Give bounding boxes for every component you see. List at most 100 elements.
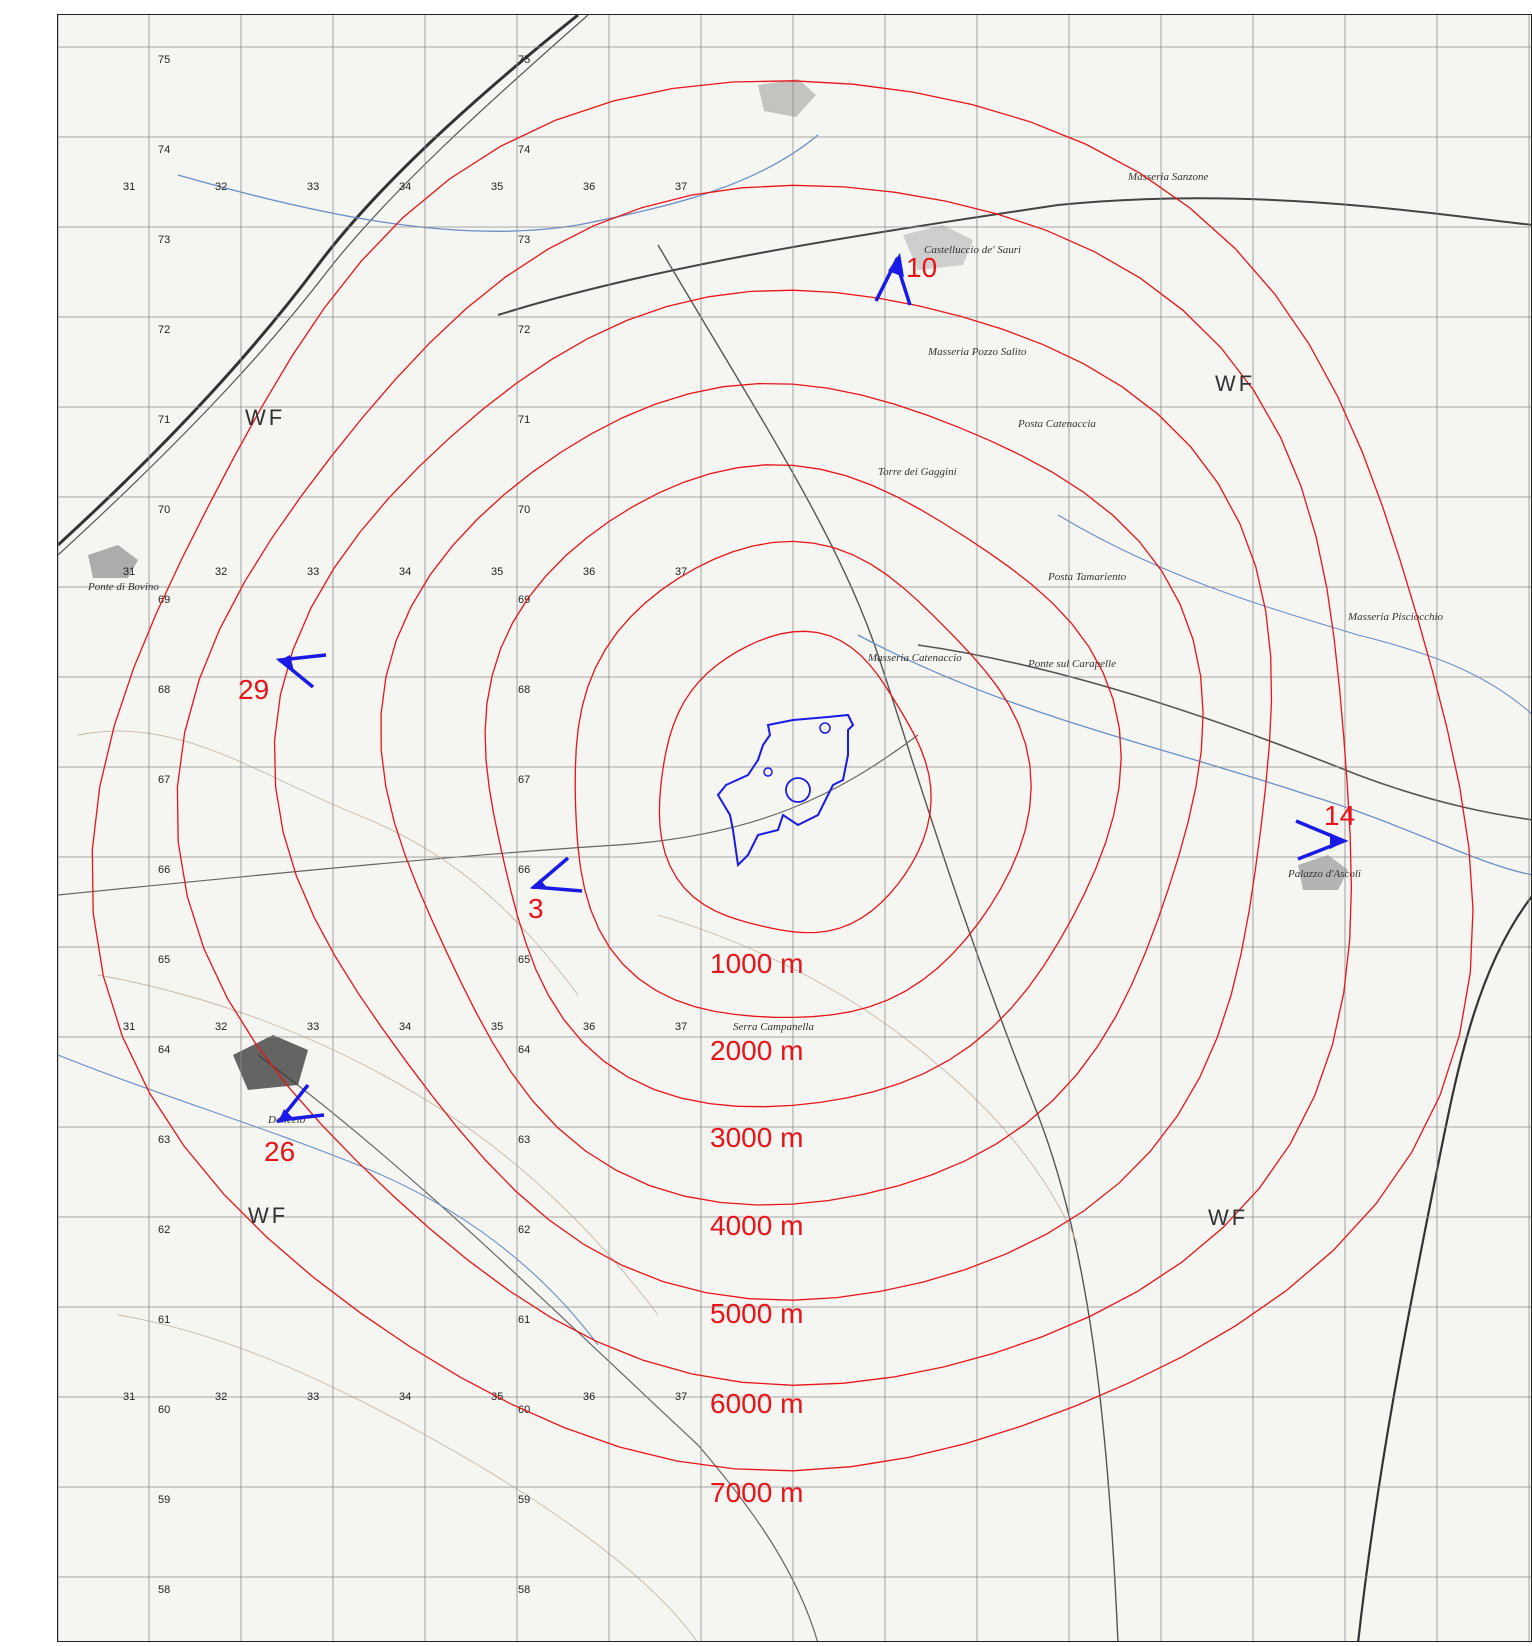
grid-northing-label: 68 xyxy=(518,684,530,696)
distance-ring-label: 1000 m xyxy=(710,948,803,979)
distance-ring xyxy=(91,80,1474,1472)
grid-easting-label: 35 xyxy=(491,566,503,578)
grid-easting-label: 36 xyxy=(583,1021,595,1033)
project-site-outline[interactable] xyxy=(716,713,855,868)
grid-easting-label: 32 xyxy=(215,181,227,193)
grid-northing-label: 71 xyxy=(158,414,170,426)
grid-northing-label: 67 xyxy=(158,774,170,786)
topographic-map[interactable]: 31 32 33 34 35 36 37 31 32 33 34 35 36 37 31 32 33 34 35 36… xyxy=(57,14,1532,1642)
grid-easting-label: 34 xyxy=(399,1021,411,1033)
place-name: Ponte sul Carapelle xyxy=(1027,658,1116,670)
grid-northing-label: 60 xyxy=(158,1404,170,1416)
wf-label: WF xyxy=(1208,1205,1248,1230)
grid-easting-label: 37 xyxy=(675,1391,687,1403)
grid-northing-label: 72 xyxy=(158,324,170,336)
place-name: Castelluccio de' Sauri xyxy=(924,244,1021,256)
grid-northing-label: 71 xyxy=(518,414,530,426)
distance-ring xyxy=(484,464,1122,1108)
viewpoint-arrow-icon xyxy=(874,253,912,306)
grid-easting-label: 36 xyxy=(583,181,595,193)
grid-northing-label: 70 xyxy=(518,504,530,516)
viewpoint-number: 10 xyxy=(906,252,937,283)
grid-northing-label: 68 xyxy=(158,684,170,696)
grid-northing-label: 74 xyxy=(158,144,170,156)
railway-line xyxy=(58,15,579,547)
grid-easting-label: 31 xyxy=(123,1021,135,1033)
distance-ring-label: 4000 m xyxy=(710,1210,803,1241)
distance-ring xyxy=(380,382,1204,1206)
distance-ring xyxy=(273,289,1273,1301)
grid-easting-label: 31 xyxy=(123,1391,135,1403)
viewpoint-number: 14 xyxy=(1324,800,1355,831)
grid-easting-label: 36 xyxy=(583,1391,595,1403)
viewpoint-29[interactable]: 29 xyxy=(238,653,327,705)
wf-label: WF xyxy=(245,405,285,430)
viewpoint-arrow-icon xyxy=(275,653,327,689)
km-grid xyxy=(58,15,1531,1641)
grid-easting-label: 34 xyxy=(399,181,411,193)
grid-northing-label: 66 xyxy=(518,864,530,876)
grid-northing-label: 74 xyxy=(518,144,530,156)
viewpoints[interactable]: 10 29 3 14 xyxy=(238,252,1355,1167)
grid-northing-label: 59 xyxy=(158,1494,170,1506)
place-name: Ponte di Bovino xyxy=(87,581,159,593)
place-name: Masseria Pisciocchio xyxy=(1347,611,1444,623)
viewpoint-number: 29 xyxy=(238,674,269,705)
place-name: Torre dei Gaggini xyxy=(878,466,957,478)
grid-easting-label: 35 xyxy=(491,1021,503,1033)
grid-northing-label: 65 xyxy=(158,954,170,966)
grid-easting-label: 32 xyxy=(215,566,227,578)
place-name: Masseria Catenaccio xyxy=(867,652,962,664)
grid-northing-label: 75 xyxy=(518,54,530,66)
grid-northing-label: 58 xyxy=(518,1584,530,1596)
grid-northing-label: 72 xyxy=(518,324,530,336)
grid-easting-label: 35 xyxy=(491,181,503,193)
site-hub-circle xyxy=(785,777,811,803)
viewpoint-14[interactable]: 14 xyxy=(1295,800,1355,861)
grid-easting-label: 37 xyxy=(675,1021,687,1033)
viewpoint-10[interactable]: 10 xyxy=(874,252,937,306)
grid-northing-label: 64 xyxy=(518,1044,530,1056)
viewpoint-26[interactable]: 26 xyxy=(264,1083,325,1167)
grid-easting-label: 31 xyxy=(123,181,135,193)
place-name: Palazzo d'Ascoli xyxy=(1287,868,1361,880)
grid-northing-label: 62 xyxy=(158,1224,170,1236)
grid-easting-label: 32 xyxy=(215,1391,227,1403)
grid-northing-label: 63 xyxy=(518,1134,530,1146)
grid-northing-label: 73 xyxy=(158,234,170,246)
distance-ring-label: 3000 m xyxy=(710,1122,803,1153)
site-hub-circle-3 xyxy=(763,767,773,777)
place-name: Serra Campanella xyxy=(733,1021,814,1033)
grid-northing-label: 62 xyxy=(518,1224,530,1236)
viewpoint-number: 3 xyxy=(528,893,544,924)
viewpoint-arrow-icon xyxy=(529,856,583,893)
distance-rings xyxy=(91,80,1474,1472)
grid-northing-label: 59 xyxy=(518,1494,530,1506)
railway-line-se xyxy=(1357,895,1531,1641)
place-name: Posta Tamariento xyxy=(1047,571,1127,583)
viewpoint-arrow-icon xyxy=(1295,819,1349,861)
grid-easting-label: 32 xyxy=(215,1021,227,1033)
distance-ring xyxy=(176,184,1353,1386)
wind-farm-labels: WF WF WF WF xyxy=(245,371,1252,1230)
grid-easting-label: 33 xyxy=(307,1391,319,1403)
terrain-background xyxy=(58,15,1531,1641)
place-name-labels: Castelluccio de' Sauri Palazzo d'Ascoli Po… xyxy=(87,171,1444,1126)
viewpoint-3[interactable]: 3 xyxy=(528,856,583,924)
wf-label: WF xyxy=(248,1203,288,1228)
distance-ring xyxy=(574,540,1032,1019)
grid-northing-label: 75 xyxy=(158,54,170,66)
distance-ring-label: 6000 m xyxy=(710,1388,803,1419)
site-hub-circle-2 xyxy=(819,722,831,734)
place-name: Posta Catenaccia xyxy=(1017,418,1096,430)
place-name: Masseria Sanzone xyxy=(1127,171,1208,183)
grid-northing-label: 69 xyxy=(518,594,530,606)
distance-ring-label: 5000 m xyxy=(710,1298,803,1329)
grid-easting-label: 34 xyxy=(399,566,411,578)
grid-easting-label: 33 xyxy=(307,181,319,193)
grid-northing-label: 61 xyxy=(518,1314,530,1326)
grid-easting-label: 31 xyxy=(123,566,135,578)
grid-northing-label: 65 xyxy=(518,954,530,966)
grid-northing-label: 73 xyxy=(518,234,530,246)
